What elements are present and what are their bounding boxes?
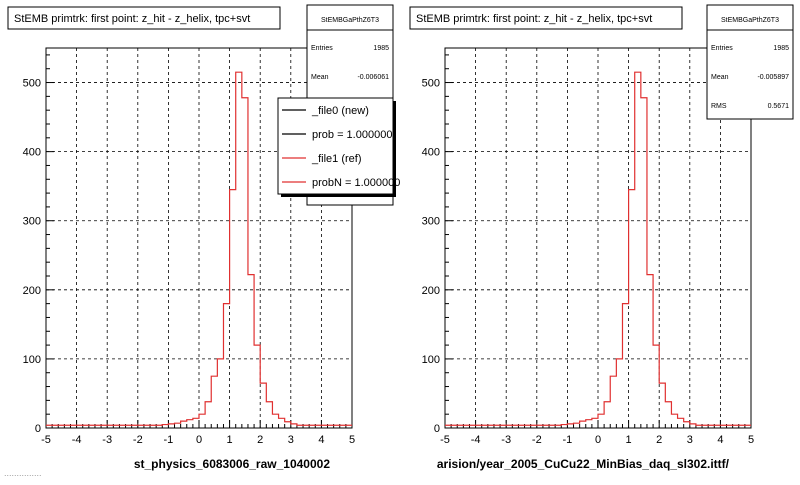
y-tick-label: 400 [422, 147, 440, 159]
stats-title: StEMBGaPthZ6T3 [321, 17, 379, 24]
y-tick-label: 200 [422, 285, 440, 297]
x-tick-label: -5 [41, 434, 51, 446]
y-tick-label: 100 [422, 354, 440, 366]
charts-root: -5 -4 -3 -2 -1 0 1 2 3 4 50100200300400500st_physi… [7, 4, 794, 471]
chart-title-box [7, 6, 281, 30]
x-axis-label: arision/year_2005_CuCu22_MinBias_daq_sl3… [437, 457, 730, 471]
stats-row-value: -0.005897 [757, 74, 789, 81]
x-tick-label: 3 [288, 434, 294, 446]
chart-title: StEMB primtrk: first point: z_hit - z_he… [14, 13, 250, 25]
y-tick-label: 300 [23, 216, 41, 228]
x-tick-label: 4 [717, 434, 723, 446]
legend-label: prob = 1.000000 [312, 129, 392, 141]
chart-panel-1: -5 -4 -3 -2 -1 0 1 2 3 4 5 0 100 200 300 400 500 st_physi… [7, 4, 400, 471]
stats-box [706, 4, 794, 120]
y-tick-label: 0 [434, 423, 440, 435]
y-tick-label: 0 [35, 423, 41, 435]
x-tick-label: 0 [196, 434, 202, 446]
y-tick-label: 300 [422, 216, 440, 228]
x-tick-label: -1 [563, 434, 573, 446]
x-tick-label: 2 [656, 434, 662, 446]
y-tick-label: 400 [23, 147, 41, 159]
histogram-series-1 [445, 71, 751, 426]
y-tick-label: 500 [23, 78, 41, 90]
x-tick-label: 5 [349, 434, 355, 446]
stats-row-value: 1985 [373, 45, 389, 52]
x-tick-label: -2 [133, 434, 143, 446]
stats-row-label: Mean [311, 74, 329, 81]
x-tick-label: -4 [471, 434, 481, 446]
y-tick-label: 500 [422, 78, 440, 90]
stats-row-label: RMS [711, 103, 727, 110]
x-tick-label: 1 [626, 434, 632, 446]
x-tick-label: -2 [532, 434, 542, 446]
x-tick-label: 0 [595, 434, 601, 446]
chart-title-box [409, 6, 683, 30]
legend-box [277, 97, 394, 195]
y-tick-label: 100 [23, 354, 41, 366]
plot-frame [444, 47, 752, 429]
chart-panel-2: -5 -4 -3 -2 -1 0 1 2 3 4 5 0 100 200 300 400 500 arision/… [409, 4, 794, 471]
stats-row-label: Entries [311, 45, 333, 52]
legend-label: probN = 1.000000 [312, 177, 400, 189]
x-tick-label: 4 [318, 434, 324, 446]
x-tick-label: 5 [748, 434, 754, 446]
x-tick-label: 2 [257, 434, 263, 446]
stats-row-value: 1985 [773, 45, 789, 52]
x-tick-label: -1 [164, 434, 174, 446]
x-tick-label: -5 [440, 434, 450, 446]
legend-label: _file1 (ref) [311, 153, 362, 165]
stats-row-label: Entries [711, 45, 733, 52]
stats-row-value: 0.5671 [768, 103, 790, 110]
y-tick-label: 200 [23, 285, 41, 297]
chart-title: StEMB primtrk: first point: z_hit - z_he… [416, 13, 652, 25]
x-tick-label: -3 [102, 434, 112, 446]
stats-row-label: Mean [711, 74, 729, 81]
x-tick-label: -3 [501, 434, 511, 446]
x-tick-label: -4 [72, 434, 82, 446]
x-axis-label: st_physics_6083006_raw_1040002 [134, 457, 330, 471]
x-tick-label: 3 [687, 434, 693, 446]
stats-title: StEMBGaPthZ6T3 [721, 17, 779, 24]
legend-label: _file0 (new) [311, 105, 369, 117]
histogram-series-1 [46, 71, 352, 426]
stats-row-value: -0.006061 [357, 74, 389, 81]
footer-text: ............... [4, 468, 42, 478]
x-tick-label: 1 [227, 434, 233, 446]
